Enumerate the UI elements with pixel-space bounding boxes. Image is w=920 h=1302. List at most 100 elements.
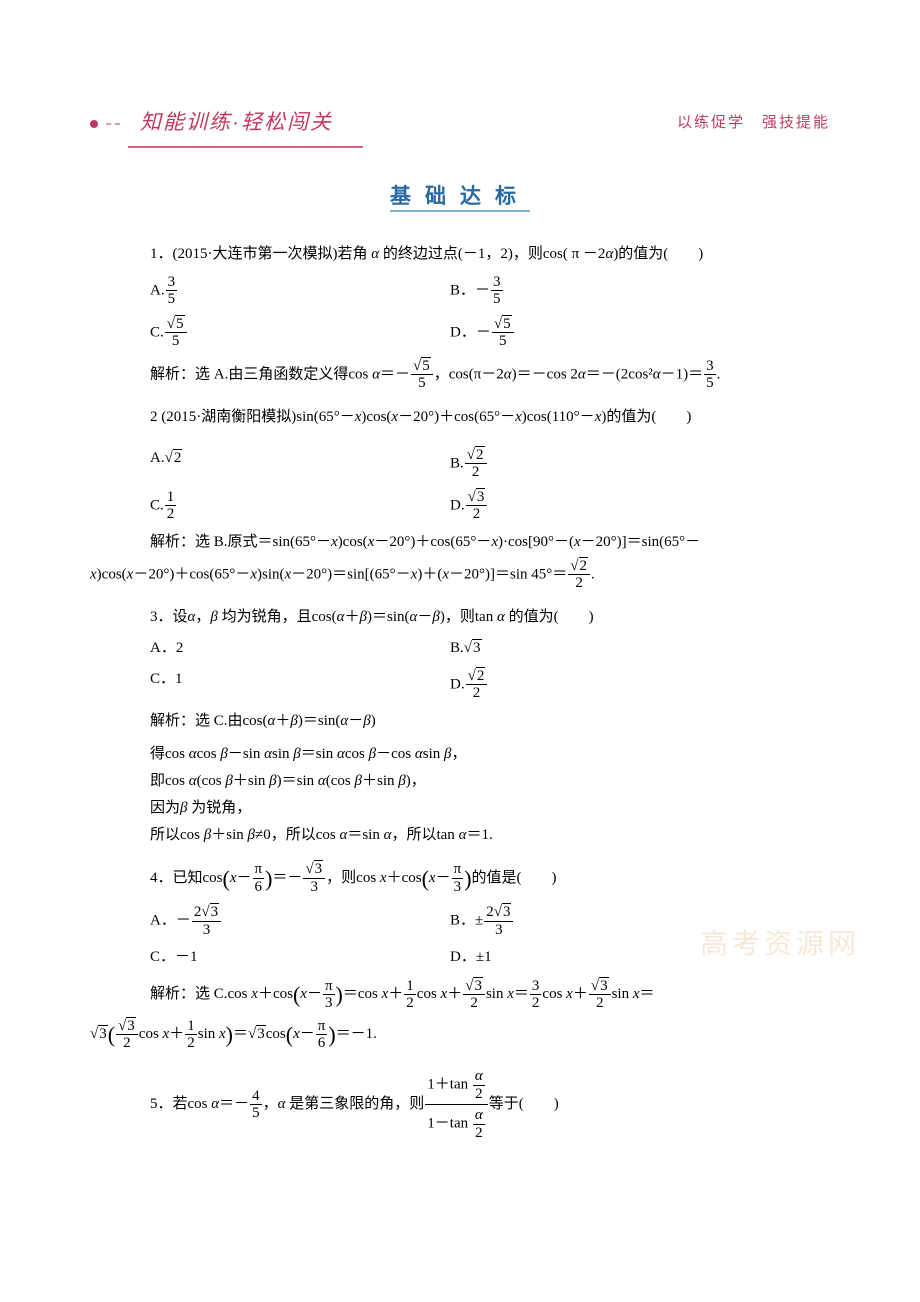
den: 2	[404, 995, 416, 1012]
den: 5	[492, 333, 514, 350]
t: sin	[612, 986, 633, 1002]
t: ＝－	[272, 870, 302, 886]
t: 得cos	[150, 746, 189, 762]
alpha: α	[337, 746, 345, 762]
den: 6	[316, 1035, 328, 1052]
den: 3	[452, 879, 464, 896]
t: 等于( )	[489, 1096, 559, 1112]
num: 1	[185, 1018, 197, 1036]
q3-options-row1: A．2 B.3	[150, 635, 830, 662]
q2-options-row2: C.12 D.32	[150, 487, 830, 525]
t: －20°)＝sin[(65°－	[291, 566, 411, 582]
t: ＋sin	[362, 773, 398, 789]
num: 5	[165, 316, 187, 334]
beta: β	[290, 713, 297, 729]
t: )·cos[90°－(	[498, 534, 574, 550]
den: 6	[253, 879, 265, 896]
q1-optA: A.35	[150, 272, 450, 310]
t: D.	[450, 676, 465, 692]
q1-options-row2: C.55 D．－55	[150, 314, 830, 352]
banner-slogan: 以练促学 强技提能	[677, 110, 830, 137]
t: B．±	[450, 913, 483, 929]
num: π	[452, 861, 464, 879]
q1-optA-label: A.	[150, 282, 165, 298]
den: 2	[466, 506, 488, 523]
rad: 2	[476, 667, 486, 684]
t: )cos(110°－	[522, 409, 595, 425]
t: ＋	[169, 1026, 184, 1042]
den: 3	[303, 879, 325, 896]
lparen: (	[286, 1022, 293, 1047]
beta: β	[360, 609, 367, 625]
beta: β	[248, 827, 255, 843]
rad: 5	[175, 315, 185, 332]
x: x	[633, 986, 640, 1002]
q1-optC-label: C.	[150, 324, 164, 340]
t: 解析：选 C.由cos(	[150, 713, 268, 729]
t: ＝	[233, 1026, 248, 1042]
section-title-text: 基础达标	[390, 184, 530, 212]
t: 为锐角，	[188, 800, 252, 816]
t: －20°)＋cos(65°－	[398, 409, 515, 425]
t: (cos	[197, 773, 226, 789]
rparen: )	[336, 982, 343, 1007]
q4-optC: C．－1	[150, 944, 450, 971]
t: 1－tan	[427, 1116, 468, 1132]
banner-left: 知能训练·轻松闯关	[90, 100, 391, 148]
t: 解析：选 C.cos	[150, 986, 251, 1002]
q1-analysis: 解析：选 A.由三角函数定义得cos α＝－55，cos(π－2α)＝－cos …	[150, 356, 830, 394]
den: 5	[166, 291, 178, 308]
den: 2	[466, 685, 488, 702]
x: x	[219, 1026, 226, 1042]
q4-optA: A．－233	[150, 902, 450, 940]
t: A．－	[150, 913, 191, 929]
dashed-left	[106, 123, 120, 125]
t: ＋	[573, 986, 588, 1002]
q3-optC: C．1	[150, 666, 450, 704]
rad: 2	[475, 446, 485, 463]
t: －20°)]＝sin(65°－	[581, 534, 701, 550]
t: 所以cos	[150, 827, 204, 843]
q3-ana-l1: 解析：选 C.由cos(α＋β)＝sin(α－β)	[150, 708, 830, 735]
num: 23	[192, 904, 221, 922]
t: sin	[486, 986, 507, 1002]
num: π	[253, 861, 265, 879]
q3-ana-l2: 得cos αcos β－sin αsin β＝sin αcos β－cos αs…	[150, 741, 830, 768]
num: π	[316, 1018, 328, 1036]
t: )＝－cos 2	[512, 366, 578, 382]
t: C.	[150, 497, 164, 513]
num: 1	[404, 978, 416, 996]
den: 2	[465, 464, 487, 481]
t: 3．设	[150, 609, 188, 625]
num: 3	[491, 274, 503, 292]
t: 2	[194, 904, 202, 920]
den: 5	[411, 375, 433, 392]
t: B.	[450, 640, 464, 656]
num: 3	[530, 978, 542, 996]
t: 因为	[150, 800, 180, 816]
q4-ana-l1: 解析：选 C.cos x＋cos(x－π3)＝cos x＋12cos x＋32s…	[150, 975, 830, 1015]
x: x	[442, 566, 449, 582]
beta: β	[355, 773, 362, 789]
t: )，	[406, 773, 426, 789]
alpha: α	[653, 366, 661, 382]
x: x	[380, 870, 387, 886]
num: 2	[465, 447, 487, 465]
question-4: 4．已知cos(x－π6)＝－33，则cos x＋cos(x－π3)的值是( )	[150, 859, 830, 899]
alpha: α	[318, 773, 326, 789]
rad: 5	[502, 315, 512, 332]
t: )＝sin(	[298, 713, 341, 729]
q3-optB: B.3	[450, 635, 482, 662]
t: ＝	[640, 986, 655, 1002]
t: ＝1.	[466, 827, 492, 843]
den: 2	[473, 1086, 485, 1103]
t: 2 (2015·湖南衡阳模拟)sin(65°－	[150, 409, 355, 425]
q4-analysis: 解析：选 C.cos x＋cos(x－π3)＝cos x＋12cos x＋32s…	[150, 975, 830, 1054]
section-title: 基础达标	[90, 178, 830, 216]
t: )，则tan	[440, 609, 497, 625]
t: ＋sin	[233, 773, 269, 789]
t: ＝sin	[301, 746, 337, 762]
t: B.	[450, 455, 464, 471]
den: 2	[116, 1035, 138, 1052]
beta: β	[444, 746, 451, 762]
